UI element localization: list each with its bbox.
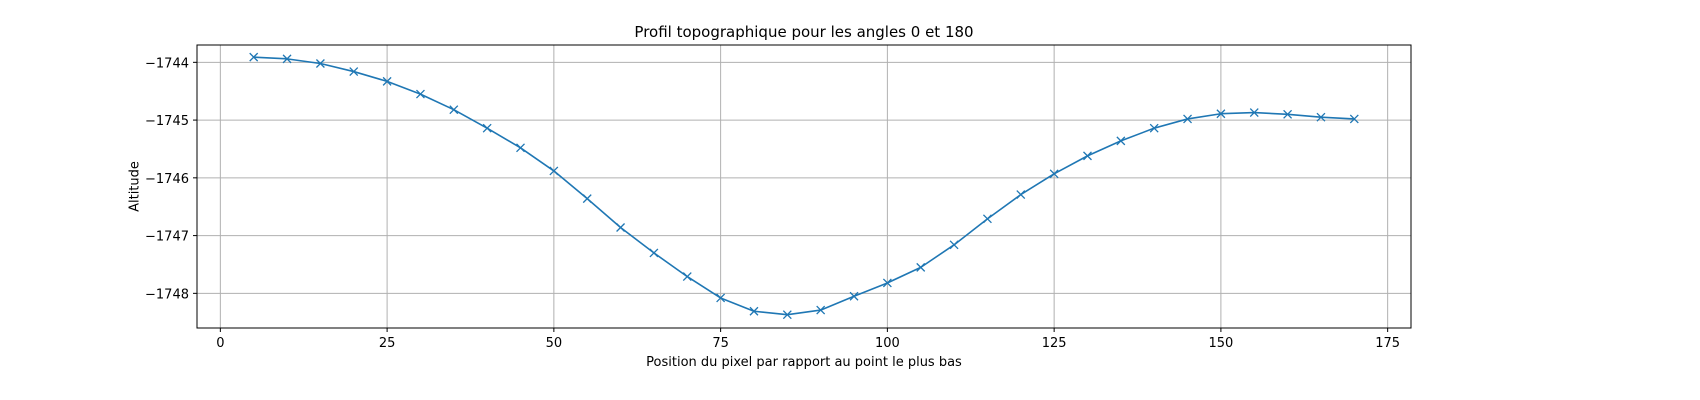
data-point-marker [916,262,926,272]
data-point-marker [482,123,492,133]
data-point-marker [1349,114,1359,124]
data-point-marker [582,194,592,204]
series-line [253,56,1355,316]
data-point-marker [616,223,626,232]
data-point-marker [382,76,392,86]
plot-frame [196,44,1412,329]
x-tick-label: 50 [546,336,563,351]
y-tick-label: −1745 [145,114,189,129]
data-point-marker [949,240,959,250]
data-point-marker [1016,190,1026,200]
data-point-marker [682,272,692,282]
series-layer [249,52,1359,320]
data-point-marker [849,291,859,301]
data-point-marker [1249,108,1259,118]
x-tick-label: 150 [1208,336,1233,351]
grid [197,45,1411,328]
y-tick-label: −1747 [145,230,189,245]
data-point-marker [349,67,359,77]
data-point-marker [415,89,425,99]
x-axis: 0 25 50 75 100 125 150 175 [216,328,1400,351]
data-point-marker [449,105,459,115]
data-point-marker [315,59,325,68]
data-point-marker [1183,114,1192,124]
y-tick-label: −1748 [145,287,189,302]
y-tick-label: −1746 [145,172,189,187]
data-point-marker [816,305,826,315]
y-axis: −1744 −1745 −1746 −1747 −1748 [145,56,197,302]
data-point-marker [982,214,992,224]
data-point-marker [1083,151,1092,161]
data-point-marker [249,52,259,62]
x-axis-label: Position du pixel par rapport au point l… [646,355,962,370]
data-point-marker [1316,112,1326,122]
x-tick-label: 75 [712,336,729,351]
x-tick-label: 125 [1042,336,1067,351]
data-point-marker [1216,109,1226,119]
x-tick-label: 100 [875,336,900,351]
data-point-marker [1116,136,1126,146]
chart-title: Profil topographique pour les angles 0 e… [634,23,973,41]
data-point-marker [749,306,759,316]
data-point-marker [882,278,892,288]
data-point-marker [649,248,659,258]
x-tick-label: 175 [1375,336,1400,351]
data-point-marker [516,143,525,153]
y-tick-label: −1744 [145,56,189,71]
data-point-marker [1149,123,1159,133]
data-point-marker [1049,169,1059,179]
x-tick-label: 25 [379,336,396,351]
data-point-marker [716,293,726,303]
y-axis-label: Altitude [128,161,143,212]
data-point-marker [1283,109,1293,119]
data-point-marker [782,310,792,320]
x-tick-label: 0 [216,336,224,351]
data-point-marker [549,166,559,176]
data-point-marker [282,54,292,64]
